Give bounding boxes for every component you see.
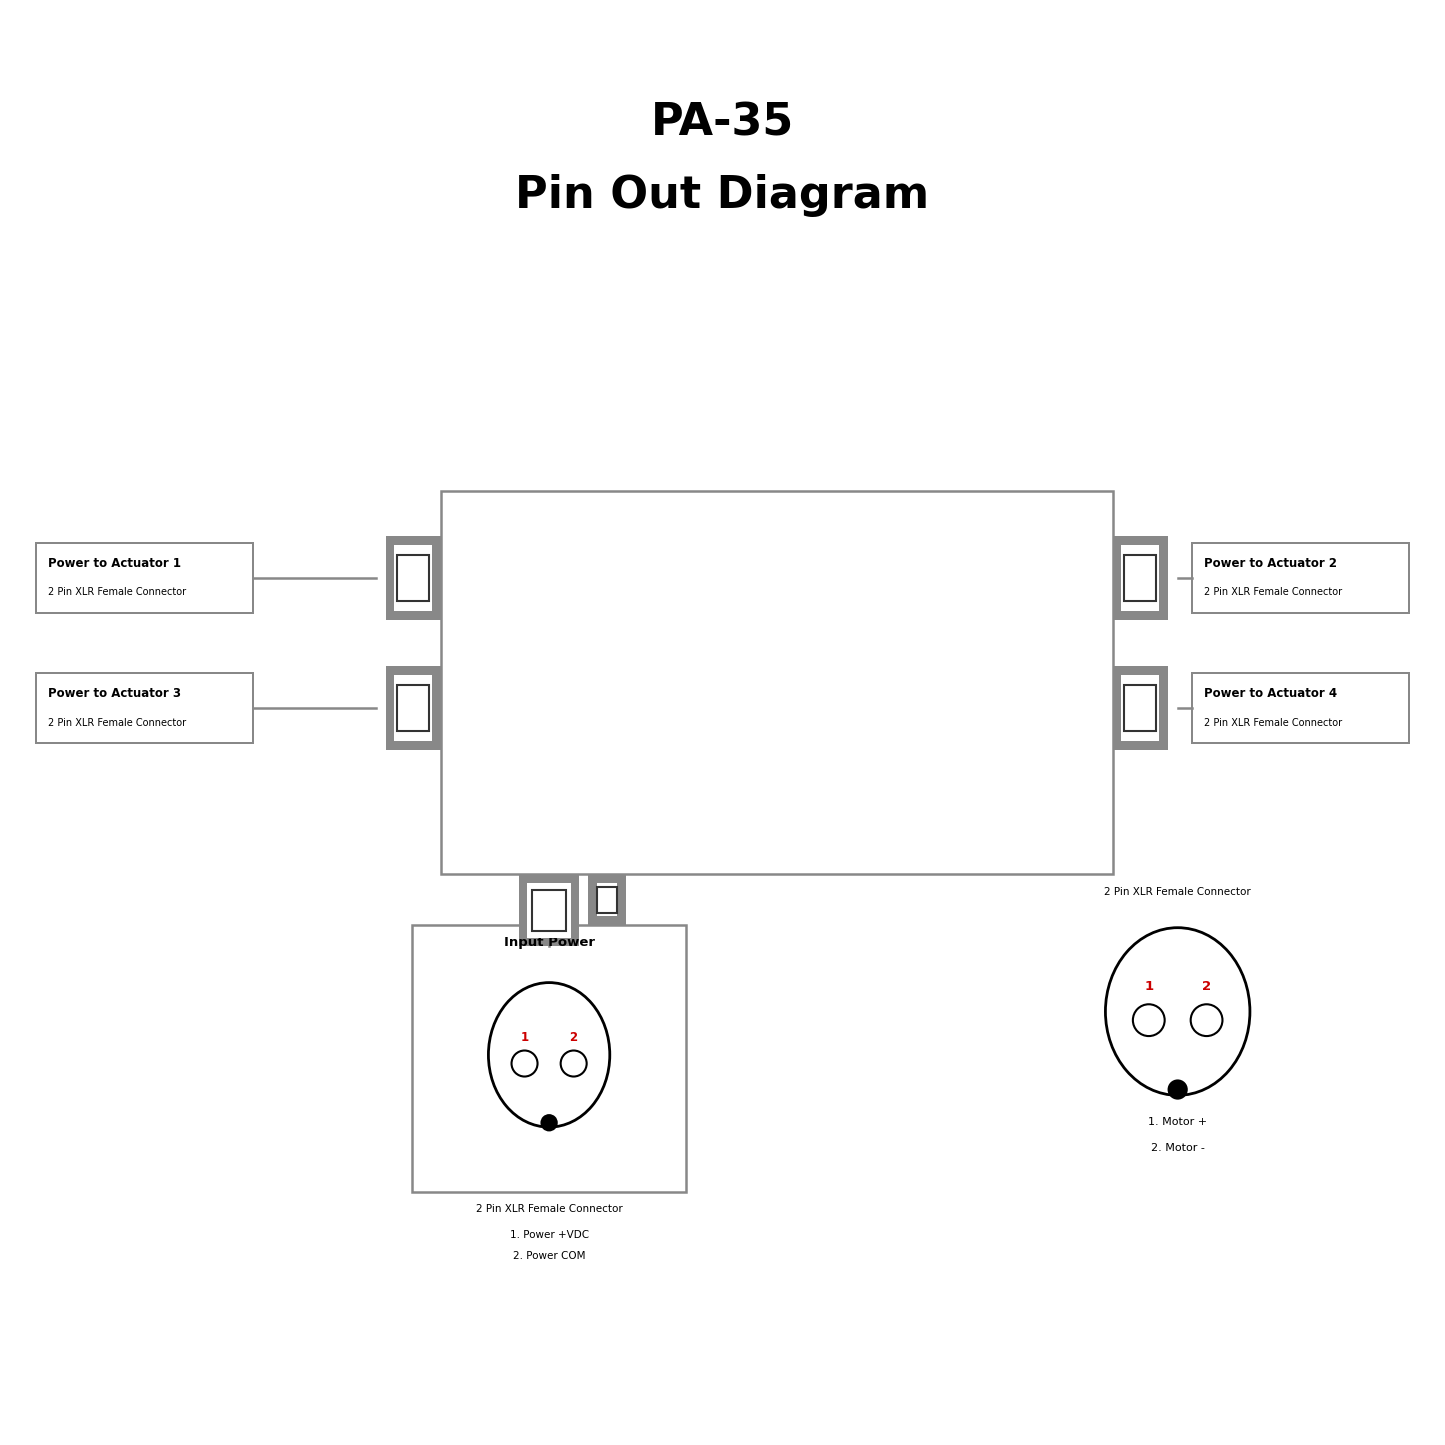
Bar [397, 685, 429, 731]
Text: 2: 2 [1202, 981, 1211, 993]
Text: Power to Actuator 4: Power to Actuator 4 [1204, 688, 1337, 699]
Bar [386, 666, 441, 750]
Text: 2: 2 [569, 1032, 578, 1043]
Circle shape [512, 1051, 538, 1077]
Bar [36, 673, 253, 743]
Bar [412, 925, 686, 1192]
Bar [1113, 536, 1168, 620]
Bar [36, 543, 253, 613]
Bar [597, 887, 617, 913]
Bar [1121, 675, 1159, 741]
Bar [532, 890, 566, 931]
Text: Pin Out Diagram: Pin Out Diagram [516, 173, 929, 217]
Text: 2 Pin XLR Female Connector: 2 Pin XLR Female Connector [1204, 588, 1342, 597]
Circle shape [1133, 1004, 1165, 1036]
Bar [1121, 545, 1159, 611]
Bar [1113, 666, 1168, 750]
Bar [394, 675, 432, 741]
Text: 1. Motor +: 1. Motor + [1149, 1117, 1207, 1127]
Text: 2 Pin XLR Female Connector: 2 Pin XLR Female Connector [475, 1204, 623, 1214]
Text: 1: 1 [1144, 981, 1153, 993]
Bar [397, 555, 429, 601]
Text: 2 Pin XLR Female Connector: 2 Pin XLR Female Connector [1204, 718, 1342, 727]
Text: 2. Motor -: 2. Motor - [1150, 1143, 1205, 1153]
Text: PA-35: PA-35 [650, 101, 795, 144]
Circle shape [1168, 1079, 1188, 1100]
Bar [527, 883, 571, 938]
Text: 1. Power +VDC: 1. Power +VDC [510, 1230, 588, 1240]
Bar [597, 883, 617, 916]
Text: Power to Actuator 3: Power to Actuator 3 [48, 688, 181, 699]
Bar [1192, 673, 1409, 743]
Circle shape [540, 1114, 558, 1131]
Bar [588, 874, 626, 925]
Circle shape [561, 1051, 587, 1077]
Text: 2 Pin XLR Female Connector: 2 Pin XLR Female Connector [48, 588, 186, 597]
Bar [1192, 543, 1409, 613]
Bar [1124, 685, 1156, 731]
Bar [394, 545, 432, 611]
Bar [519, 874, 579, 946]
Text: 2. Power COM: 2. Power COM [513, 1251, 585, 1261]
Text: Power to Actuator 1: Power to Actuator 1 [48, 558, 181, 569]
Text: Power to Actuator 2: Power to Actuator 2 [1204, 558, 1337, 569]
Text: Input Power: Input Power [504, 936, 594, 948]
Bar [441, 491, 1113, 874]
Text: 1: 1 [520, 1032, 529, 1043]
Bar [386, 536, 441, 620]
Text: 2 Pin XLR Female Connector: 2 Pin XLR Female Connector [48, 718, 186, 727]
Circle shape [1191, 1004, 1222, 1036]
Text: 2 Pin XLR Female Connector: 2 Pin XLR Female Connector [1104, 887, 1251, 896]
Bar [1124, 555, 1156, 601]
